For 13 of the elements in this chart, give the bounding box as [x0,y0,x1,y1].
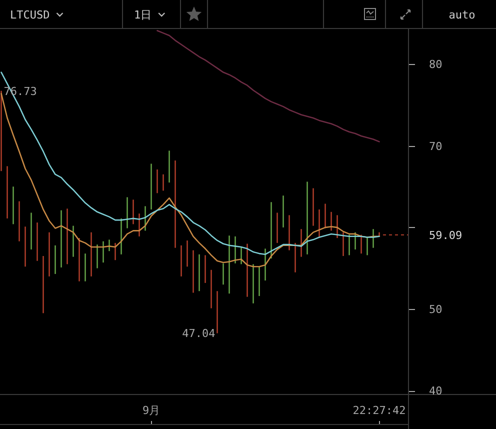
line-series [0,72,380,256]
chart-title: LTCUSD [10,8,50,22]
x-tick-label: 9月 [142,404,160,417]
chart-subtitle: 1日 [134,8,152,22]
annotation: 47.04 [182,327,216,340]
text: auto [448,8,476,22]
y-tick-label: 80 [429,58,442,72]
y-tick-label: 40 [429,384,442,398]
y-tick-label: 70 [429,140,442,153]
series-label: 59.09 [429,228,462,242]
x-tick-label: 22:27:42 [352,404,406,417]
line-series [156,30,380,142]
y-tick-label: 50 [429,303,442,316]
